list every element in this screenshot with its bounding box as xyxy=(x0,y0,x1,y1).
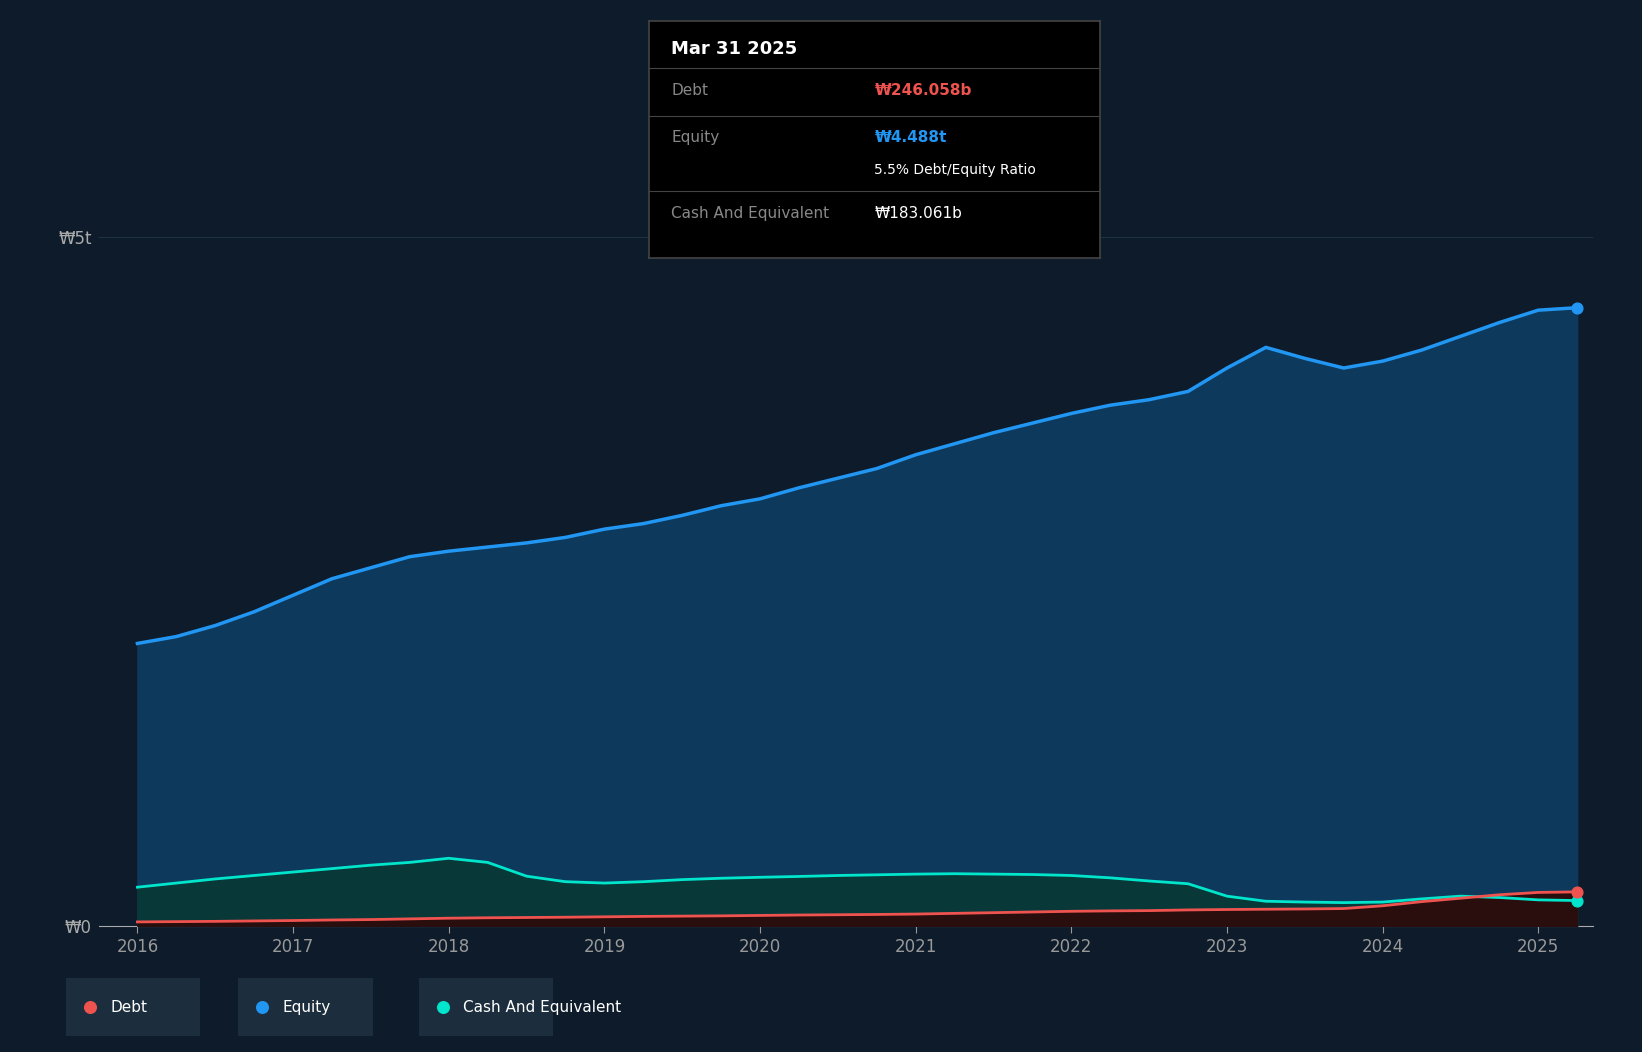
Text: Debt: Debt xyxy=(672,83,708,98)
Point xyxy=(430,999,456,1016)
Text: ₩246.058b: ₩246.058b xyxy=(875,83,972,98)
Point xyxy=(77,999,103,1016)
Text: Equity: Equity xyxy=(282,999,330,1015)
Text: ₩183.061b: ₩183.061b xyxy=(875,205,962,221)
Point xyxy=(1565,884,1591,901)
Text: ₩4.488t: ₩4.488t xyxy=(875,130,947,145)
Point xyxy=(250,999,276,1016)
Text: Cash And Equivalent: Cash And Equivalent xyxy=(463,999,621,1015)
Text: Debt: Debt xyxy=(110,999,148,1015)
Point xyxy=(1565,892,1591,909)
Text: Mar 31 2025: Mar 31 2025 xyxy=(672,40,798,58)
Point xyxy=(1565,299,1591,316)
Text: Cash And Equivalent: Cash And Equivalent xyxy=(672,205,829,221)
Text: Equity: Equity xyxy=(672,130,719,145)
Text: 5.5% Debt/Equity Ratio: 5.5% Debt/Equity Ratio xyxy=(875,163,1036,177)
